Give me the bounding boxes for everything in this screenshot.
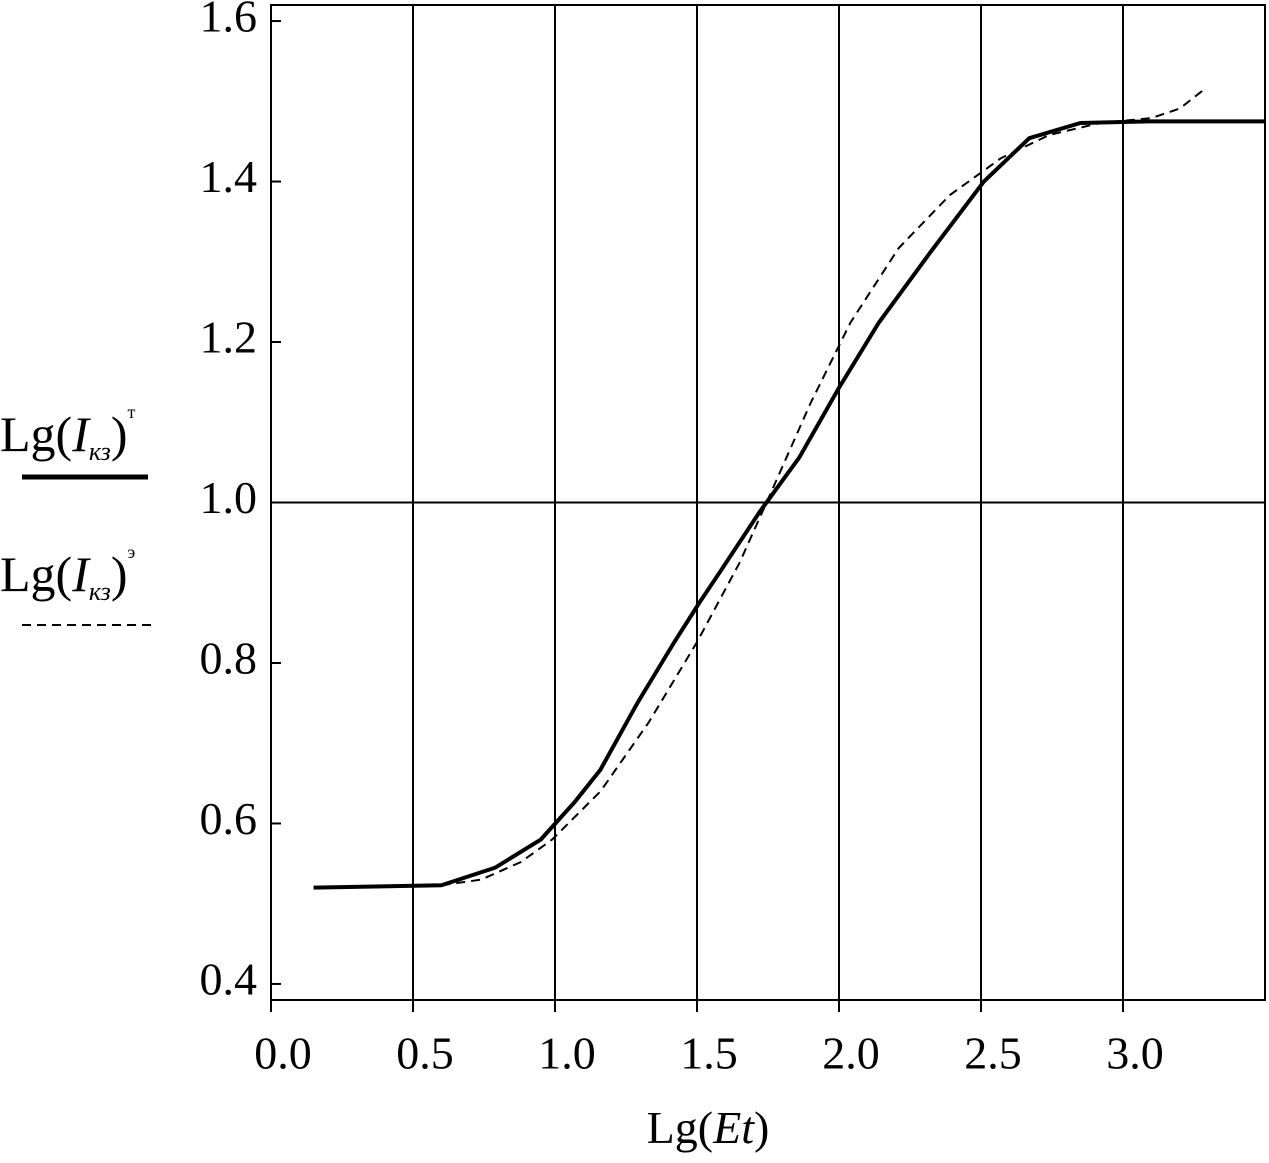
y-tick-label: 1.2 xyxy=(200,312,258,363)
x-axis-label: Lg(Et) xyxy=(647,1102,770,1153)
legend-label-part: т xyxy=(127,402,135,422)
x-tick-label: 2.0 xyxy=(822,1028,880,1079)
x-axis-label-part: ) xyxy=(754,1102,769,1153)
x-tick-label: 2.5 xyxy=(964,1028,1022,1079)
legend-label-part: ) xyxy=(111,406,128,462)
legend-label-part: Lg( xyxy=(0,406,72,462)
y-tick-label: 1.0 xyxy=(200,472,258,523)
y-tick-label: 0.8 xyxy=(200,633,258,684)
line-series xyxy=(441,87,1206,887)
x-tick-label: 1.5 xyxy=(680,1028,738,1079)
legend-label-part: ) xyxy=(111,546,128,602)
x-axis-label-part: Et xyxy=(712,1102,755,1153)
line-series xyxy=(313,119,1265,890)
y-tick-label: 1.6 xyxy=(200,0,258,42)
x-tick-label: 0.5 xyxy=(396,1028,454,1079)
x-tick-label: 0.0 xyxy=(254,1028,312,1079)
y-tick-label: 1.4 xyxy=(200,151,258,202)
y-tick-label: 0.4 xyxy=(200,954,258,1005)
legend-label-part: I xyxy=(71,406,91,462)
legend-label: Lg(Iкз)э xyxy=(0,542,135,606)
y-tick-label: 0.6 xyxy=(200,793,258,844)
legend-label-part: кз xyxy=(89,577,111,606)
legend-label: Lg(Iкз)т xyxy=(0,402,135,466)
x-tick-label: 1.0 xyxy=(538,1028,596,1079)
x-axis-label-part: Lg( xyxy=(647,1102,713,1153)
legend-label-part: э xyxy=(127,542,135,562)
legend-label-part: кз xyxy=(89,437,111,466)
legend-label-part: Lg( xyxy=(0,546,72,602)
x-tick-label: 3.0 xyxy=(1106,1028,1164,1079)
legend-label-part: I xyxy=(71,546,91,602)
